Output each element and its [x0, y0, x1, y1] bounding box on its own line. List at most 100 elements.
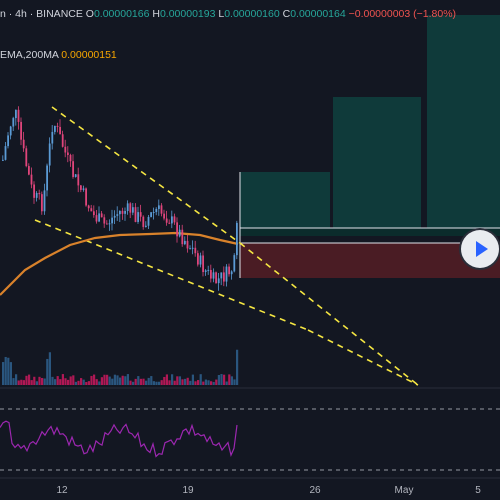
volume-bar — [33, 376, 36, 385]
volume-bars — [2, 349, 239, 385]
volume-bar — [38, 376, 41, 385]
volume-bar — [160, 380, 163, 385]
upper-trendline — [51, 106, 241, 244]
candle-body — [9, 126, 12, 136]
candle-body — [126, 203, 129, 212]
candle-body — [191, 247, 194, 249]
candle-body — [155, 208, 158, 213]
volume-bar — [132, 381, 135, 385]
candle-body — [142, 216, 145, 227]
ema-200ma-line — [0, 231, 239, 296]
volume-bar — [178, 376, 181, 385]
volume-bar — [20, 379, 23, 385]
volume-bar — [61, 374, 64, 385]
volume-bar — [194, 381, 197, 385]
x-tick-label: 12 — [56, 485, 68, 496]
candle-body — [59, 126, 61, 135]
volume-bar — [181, 379, 184, 385]
volume-bar — [233, 379, 236, 385]
candle-body — [4, 146, 7, 160]
close-label: C — [282, 8, 291, 20]
x-tick-label: May — [394, 485, 414, 496]
volume-bar — [74, 381, 77, 385]
candle-body — [12, 118, 15, 127]
volume-bar — [134, 378, 137, 385]
volume-bar — [197, 380, 200, 385]
volume-bar — [202, 381, 205, 385]
candle-body — [106, 223, 108, 225]
candle-body — [98, 213, 100, 222]
candle-body — [74, 174, 77, 177]
low-label: L — [218, 8, 225, 20]
volume-bar — [95, 379, 98, 385]
candle-body — [129, 203, 132, 213]
candle-body — [119, 210, 121, 215]
volume-bar — [155, 381, 158, 385]
lower-trendline-projection — [307, 329, 419, 386]
volume-bar — [147, 377, 150, 385]
candle-body — [230, 271, 233, 275]
volume-bar — [152, 381, 155, 385]
volume-bar — [225, 381, 228, 385]
target-zone-2 — [333, 97, 421, 228]
volume-bar — [129, 380, 132, 385]
x-tick-label: 19 — [182, 485, 194, 496]
volume-bar — [150, 376, 153, 385]
candle-body — [236, 222, 238, 256]
volume-bar — [176, 376, 179, 385]
volume-bar — [119, 377, 122, 385]
close-value: 0.00000164 — [290, 8, 346, 20]
candle-body — [207, 269, 210, 271]
volume-bar — [236, 349, 239, 385]
volume-bar — [184, 378, 187, 385]
candle-body — [2, 159, 4, 161]
volume-bar — [163, 376, 166, 385]
candle-body — [64, 146, 67, 153]
volume-bar — [199, 374, 202, 385]
volume-bar — [43, 378, 46, 385]
volume-bar — [204, 379, 207, 385]
volume-bar — [113, 374, 116, 385]
volume-bar — [48, 352, 51, 385]
candle-body — [111, 217, 113, 224]
volume-bar — [223, 374, 226, 385]
indicator-label: EMA,200MA — [0, 49, 59, 61]
candle-body — [103, 217, 106, 224]
volume-bar — [17, 380, 20, 385]
volume-bar — [230, 376, 233, 385]
volume-bar — [124, 376, 127, 385]
candle-body — [20, 121, 22, 140]
entry-band — [240, 228, 500, 236]
high-value: 0.00000193 — [159, 8, 216, 20]
volume-bar — [142, 378, 145, 385]
volume-bar — [215, 379, 218, 385]
volume-bar — [80, 378, 83, 385]
candle-body — [90, 208, 93, 212]
candle-body — [223, 272, 225, 282]
volume-bar — [67, 379, 70, 385]
candle-body — [35, 192, 38, 198]
volume-bar — [28, 374, 31, 385]
volume-bar — [82, 379, 85, 385]
volume-bar — [15, 374, 18, 385]
candle-body — [38, 192, 41, 195]
open-label: O — [85, 8, 94, 20]
volume-bar — [210, 381, 213, 385]
volume-bar — [85, 381, 88, 385]
candle-body — [147, 216, 150, 226]
candle-body — [17, 109, 20, 122]
candle-body — [61, 134, 64, 147]
replay-play-button[interactable] — [461, 230, 499, 268]
candle-body — [48, 143, 51, 166]
candle-body — [139, 212, 142, 217]
volume-bar — [56, 376, 59, 385]
candle-body — [82, 188, 85, 190]
indicator-legend[interactable]: EMA,200MA 0.00000151 — [0, 49, 117, 61]
volume-bar — [77, 380, 80, 385]
volume-bar — [41, 378, 44, 385]
volume-bar — [103, 374, 106, 385]
candle-body — [158, 205, 160, 209]
volume-bar — [69, 376, 72, 385]
